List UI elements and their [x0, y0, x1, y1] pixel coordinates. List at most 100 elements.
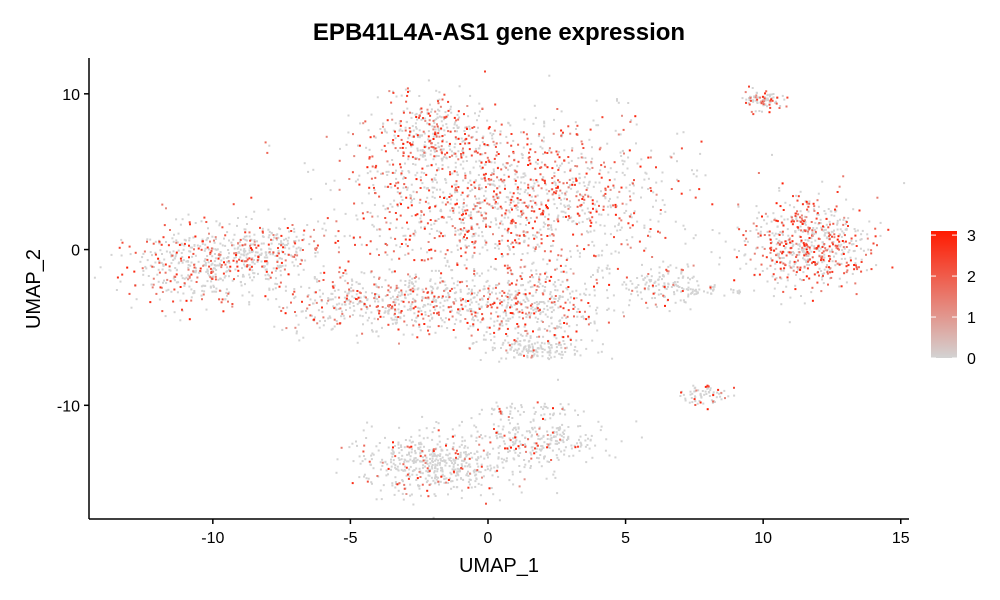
cell-point-top-peak — [430, 142, 433, 145]
cell-point-bottom-cluster — [394, 445, 396, 447]
cell-point-bottom-tail — [500, 347, 502, 349]
cell-point-bottom-thin-arm — [561, 406, 564, 409]
cell-point-top-center — [593, 203, 596, 206]
cell-point-bottom-right-arm — [556, 456, 559, 459]
cell-point-mid-right-small — [687, 295, 690, 298]
cell-point-right-blob — [806, 263, 809, 266]
cell-point-top-peak — [416, 134, 419, 137]
cell-point-right-blob — [781, 232, 784, 235]
cell-point-bottom-right-arm — [620, 440, 623, 443]
cell-point-left-lobe — [193, 291, 196, 294]
cell-point-right-blob — [765, 222, 768, 225]
cell-point-center-lower — [491, 349, 494, 352]
cell-point-center-lower — [601, 249, 604, 252]
cell-point-bottom-cluster — [473, 424, 476, 427]
cell-point-center-lower — [486, 301, 489, 304]
cell-point-bottom-cluster — [473, 471, 476, 474]
cell-point-top-center — [475, 160, 478, 163]
cell-point-mid-bridge — [443, 299, 446, 302]
cell-point-top-center — [553, 171, 556, 174]
cell-point-left-upper — [233, 257, 236, 259]
cell-point-top-center — [546, 152, 549, 154]
cell-point-bottom-tail — [555, 350, 558, 353]
cell-point-mid-right-small — [648, 285, 650, 288]
cell-point-top-center — [526, 143, 529, 146]
cell-point-center-lower — [479, 321, 482, 324]
cell-point-center-lower — [587, 315, 590, 318]
cell-point-right-blob — [788, 321, 791, 324]
cell-point-mid-right-stream — [709, 288, 712, 291]
cell-point-center-lower — [602, 276, 604, 279]
cell-point-mid-bridge — [416, 336, 419, 339]
cell-point-top-center — [465, 258, 468, 261]
cell-point-bottom-right-arm — [543, 441, 546, 444]
cell-point-top-center — [582, 201, 585, 204]
cell-point-right-blob — [784, 247, 787, 250]
cell-point-bottom-cluster — [358, 476, 361, 479]
cell-point-top-peak — [447, 130, 450, 133]
cell-point-top-center — [605, 243, 608, 246]
cell-point-top-center — [427, 130, 430, 133]
cell-point-center-lower — [481, 272, 483, 275]
cell-point-bottom-right-arm — [548, 443, 551, 446]
cell-point-top-peak — [441, 139, 444, 142]
cell-point-top-center — [588, 138, 591, 141]
cell-point-bottom-right-arm — [539, 449, 542, 452]
cell-point-bottom-right-arm — [561, 423, 564, 426]
cell-point-bottom-cluster — [446, 438, 449, 440]
cell-point-top-center — [454, 227, 457, 230]
cell-point-top-center — [555, 190, 558, 193]
cell-point-top-center — [495, 195, 498, 198]
cell-point-top-center — [521, 213, 523, 216]
cell-point-mid-bridge — [345, 309, 347, 311]
cell-point-left-lobe — [236, 265, 239, 268]
cell-point-left-lobe — [183, 244, 186, 247]
cell-point-bottom-cluster — [424, 465, 426, 468]
cell-point-top-peak — [444, 111, 447, 114]
cell-point-bottom-right-arm — [475, 426, 478, 429]
cell-point-right-blob — [757, 236, 760, 238]
cell-point-top-center — [711, 203, 714, 206]
cell-point-mid-bridge — [309, 298, 312, 301]
cell-point-bottom-cluster — [387, 446, 390, 449]
cell-point-center-lower — [481, 297, 484, 300]
cell-point-top-center — [604, 197, 607, 200]
cell-point-left-upper — [235, 254, 238, 256]
cell-point-left-upper — [293, 240, 296, 242]
cell-point-mid-bridge — [448, 318, 451, 321]
cell-point-right-blob — [827, 208, 830, 210]
cell-point-top-center — [439, 188, 442, 191]
cell-point-top-peak — [419, 154, 422, 157]
cell-point-bottom-cluster — [437, 459, 440, 462]
cell-point-top-center — [474, 232, 477, 235]
cell-point-bottom-right-arm — [513, 427, 516, 430]
cell-point-top-center — [407, 90, 409, 93]
cell-point-bottom-cluster — [453, 434, 456, 437]
cell-point-top-center — [572, 233, 575, 236]
cell-point-bottom-cluster — [435, 421, 438, 423]
cell-point-left-lobe — [251, 279, 254, 282]
cell-point-left-upper — [280, 265, 283, 268]
cell-point-top-center — [389, 236, 392, 239]
cell-point-bottom-cluster — [443, 460, 446, 463]
cell-point-mid-right-small — [680, 290, 683, 293]
cell-point-left-upper — [295, 250, 298, 253]
cell-point-top-center — [368, 186, 371, 189]
cell-point-top-center — [539, 173, 542, 176]
cell-point-mid-right-small — [658, 275, 661, 278]
cell-point-top-center — [510, 133, 513, 135]
cell-point-center-lower — [480, 306, 483, 309]
cell-point-center-lower — [550, 275, 553, 278]
cell-point-left-lobe — [201, 298, 203, 301]
cell-point-mid-bridge — [481, 298, 484, 301]
cell-point-center-lower — [593, 322, 596, 325]
cell-point-top-center — [561, 162, 563, 165]
cell-point-top-center — [491, 172, 494, 175]
cell-point-bottom-right-arm — [531, 446, 534, 449]
cell-point-top-center — [541, 178, 544, 181]
cell-point-top-peak — [397, 135, 400, 137]
cell-point-top-peak — [435, 135, 438, 138]
cell-point-top-center — [428, 189, 431, 192]
cell-point-top-peak — [453, 123, 456, 126]
cell-point-top-peak — [461, 149, 464, 152]
